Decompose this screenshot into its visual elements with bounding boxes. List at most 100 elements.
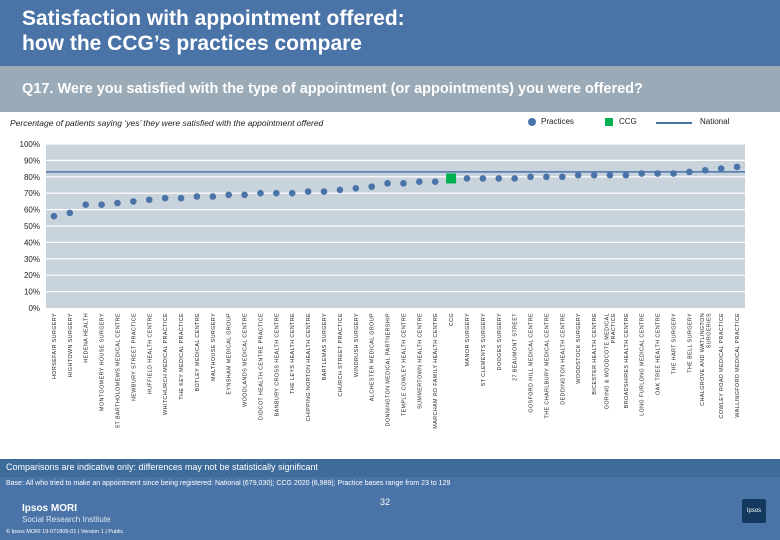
practice-point	[320, 188, 328, 195]
practice-point	[50, 212, 58, 220]
practice-point	[590, 171, 598, 179]
practice-point	[114, 199, 121, 207]
legend-national-label: National	[700, 117, 730, 126]
x-tick-label: CHIPPING NORTON HEALTH CENTRE	[306, 313, 312, 421]
practice-point	[559, 173, 566, 181]
y-tick-label: 60%	[24, 206, 40, 215]
practice-point	[368, 183, 375, 190]
y-tick-label: 80%	[24, 173, 40, 182]
practice-point	[241, 191, 248, 199]
legend-practices-marker	[528, 118, 536, 126]
x-tick-label: BOTLEY MEDICAL CENTRE	[195, 313, 201, 392]
chart-area: 0% 10% 20% 30% 40% 50% 60% 70% 80% 90% 100% HORSEFA…	[20, 140, 745, 429]
practice-point	[670, 170, 677, 177]
practice-point	[257, 189, 264, 197]
legend-national-line	[656, 122, 692, 124]
x-tick-label: LONG FURLONG MEDICAL CENTRE	[640, 313, 646, 416]
practice-point	[336, 186, 344, 194]
x-tick-label: MARCHAM RD FAMILY HEALTH CENTRE	[433, 313, 439, 429]
x-tick-label: GORING & WOODCOTE MEDICALPRACTICE	[604, 313, 617, 409]
y-tick-label: 50%	[24, 222, 40, 231]
chart-subtitle: Percentage of patients saying ‘yes’ they…	[10, 118, 324, 128]
ccg-marker	[446, 173, 457, 184]
x-tick-label: NEWBURY STREET PRACTICE	[131, 313, 137, 401]
x-tick-label: ST CLEMENTS SURGERY	[481, 313, 487, 386]
x-tick-label: THE KEY MEDICAL PRACTICE	[179, 313, 185, 400]
x-tick-label: HEDENA HEALTH	[84, 313, 90, 363]
x-tick-label: THE CHARLBURY MEDICAL CENTRE	[544, 313, 550, 418]
y-tick-label: 10%	[24, 288, 40, 297]
x-tick-label: WINDRUSH SURGERY	[354, 313, 360, 377]
y-tick-label: 100%	[20, 140, 40, 149]
legend-ccg: CCG	[605, 117, 637, 126]
practice-point	[352, 184, 360, 192]
practice-point	[606, 171, 614, 179]
x-tick-label: BARTLEMAS SURGERY	[322, 313, 328, 380]
x-tick-label: TEMPLE COWLEY HEALTH CENTRE	[401, 313, 407, 416]
x-tick-label: BICESTER HEALTH CENTRE	[592, 313, 598, 395]
y-tick-label: 70%	[24, 189, 40, 198]
x-tick-label: DEDDINGTON HEALTH CENTRE	[560, 313, 566, 405]
practice-point	[654, 170, 661, 177]
practice-point	[717, 165, 725, 172]
practice-point	[130, 198, 137, 205]
x-tick-label: EYNSHAM MEDICAL GROUP	[227, 313, 233, 395]
practice-point	[733, 163, 741, 171]
x-tick-label: ST BARTHOLOMEWS MEDICAL CENTRE	[115, 313, 121, 429]
practice-point	[288, 189, 296, 197]
x-tick-label: ALCHESTER MEDICAL GROUP	[370, 313, 376, 401]
practice-point	[82, 201, 90, 208]
practice-point	[574, 171, 582, 179]
practice-point	[511, 175, 518, 182]
footer: Ipsos MORI Social Research Institute © I…	[0, 493, 780, 540]
note-bar: Comparisons are indicative only: differe…	[0, 459, 780, 477]
practice-point	[225, 191, 232, 199]
x-tick-label: COWLEY ROAD MEDICAL PRACTICE	[719, 313, 725, 419]
y-tick-label: 90%	[24, 156, 40, 165]
legend-ccg-label: CCG	[619, 117, 637, 126]
note-text: Comparisons are indicative only: differe…	[6, 462, 318, 472]
x-tick-label: DOOGES SURGERY	[497, 313, 503, 370]
legend-practices: Practices	[528, 117, 574, 126]
question-text: Q17. Were you satisfied with the type of…	[22, 81, 643, 97]
footer-copyright: © Ipsos MORI 19-071809-01 | Version 1 | …	[6, 529, 124, 535]
practice-point	[622, 171, 630, 179]
practice-point	[384, 180, 391, 187]
header-bar: Satisfaction with appointment offered: h…	[0, 0, 780, 66]
x-tick-label: THE HART SURGERY	[672, 313, 678, 374]
x-tick-label: BROADSHIRES HEALTH CENTRE	[624, 313, 630, 408]
practice-point	[463, 175, 471, 182]
title-line-2: how the CCG’s practices compare	[22, 32, 362, 55]
practice-point	[66, 209, 74, 217]
page-number: 32	[380, 497, 391, 507]
practice-point	[193, 193, 201, 200]
question-bar: Q17. Were you satisfied with the type of…	[0, 66, 780, 112]
practice-point	[638, 170, 646, 177]
x-tick-label: CHURCH STREET PRACTICE	[338, 313, 344, 397]
practice-point	[543, 173, 550, 181]
x-tick-label: OAK TREE HEALTH CENTRE	[656, 313, 662, 395]
x-tick-label: MONTGOMERY HOUSE SURGERY	[100, 313, 106, 411]
practice-point	[495, 175, 503, 182]
x-tick-label: GOSFORD HILL MEDICAL CENTRE	[529, 313, 535, 413]
x-tick-label: WHITCHURCH MEDICAL PRACTICE	[163, 313, 169, 415]
practice-point	[479, 175, 487, 182]
practice-point	[98, 201, 105, 208]
practice-point	[161, 194, 169, 202]
legend-ccg-marker	[605, 118, 613, 126]
x-tick-label: BANBURY CROSS HEALTH CENTRE	[274, 313, 280, 416]
y-tick-label: 20%	[24, 271, 40, 280]
x-tick-label: HUFFIELD HEALTH CENTRE	[147, 313, 153, 394]
base-text: Base: All who tried to make an appointme…	[6, 480, 451, 487]
practice-point	[527, 173, 534, 181]
practice-point	[416, 178, 423, 186]
practice-point	[177, 194, 185, 202]
x-tick-label: DIDCOT HEALTH CENTRE PRACTICE	[258, 313, 264, 420]
practice-point	[400, 180, 407, 187]
x-tick-label: WOODLANDS MEDICAL CENTRE	[243, 313, 249, 407]
page-title: Satisfaction with appointment offered: h…	[22, 6, 722, 56]
practice-point	[304, 188, 312, 195]
x-tick-label: DONNINGTON MEDICAL PARTNERSHIP	[386, 313, 392, 426]
base-bar: Base: All who tried to make an appointme…	[0, 477, 780, 493]
x-tick-label: THE LEYS HEALTH CENTRE	[290, 313, 296, 394]
